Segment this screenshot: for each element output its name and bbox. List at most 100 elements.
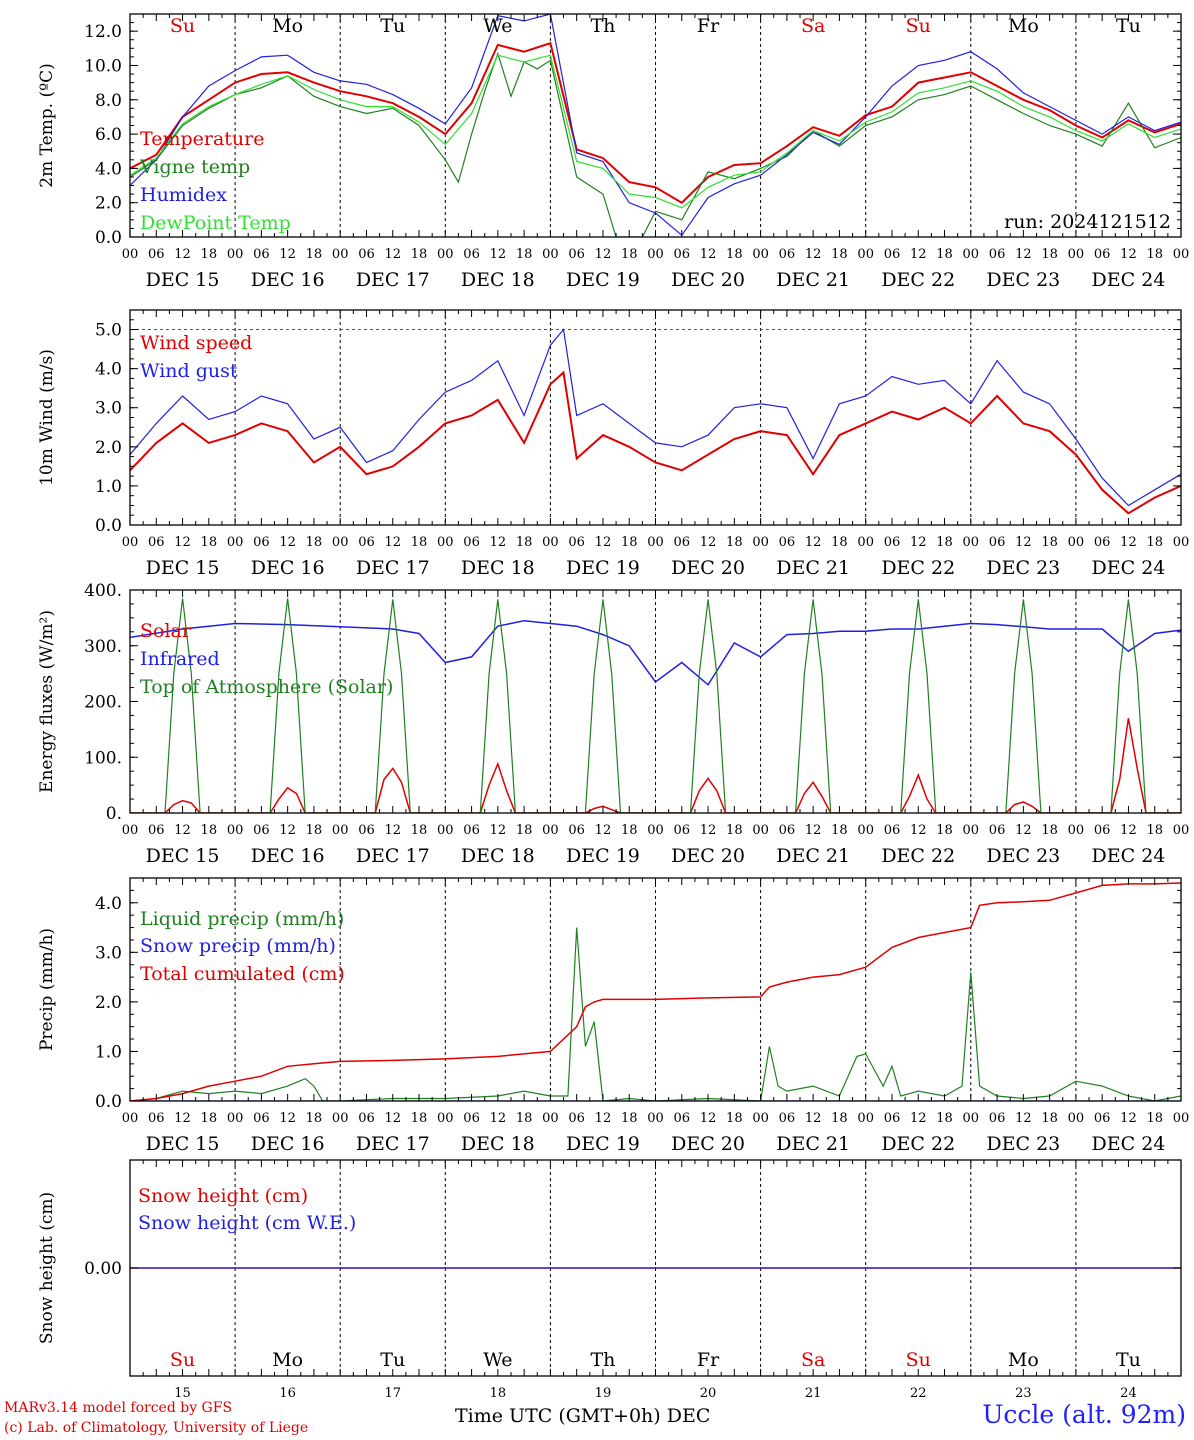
- weekday-label: Mo: [1008, 15, 1039, 37]
- day-number-label: 23: [1015, 1386, 1032, 1401]
- series-dewpoint-temp: [130, 54, 1181, 209]
- hour-label: 06: [568, 1111, 585, 1126]
- legend-entry: Wind gust: [140, 360, 238, 382]
- hour-label: 00: [122, 823, 139, 838]
- hour-label: 12: [1120, 1111, 1137, 1126]
- hour-label: 00: [437, 823, 454, 838]
- hour-label: 18: [306, 1111, 323, 1126]
- legend-entry: Temperature: [140, 128, 264, 150]
- y-tick-label: 2.0: [95, 194, 122, 214]
- hour-label: 06: [253, 1111, 270, 1126]
- hour-label: 18: [726, 535, 743, 550]
- date-label: DEC 24: [1092, 845, 1166, 867]
- y-tick-label: 1.0: [95, 477, 122, 497]
- y-tick-label: 100.: [84, 748, 122, 768]
- hour-label: 06: [568, 823, 585, 838]
- hour-label: 12: [805, 535, 822, 550]
- hour-label: 18: [411, 247, 428, 262]
- y-axis-label: 2m Temp. (ºC): [37, 63, 57, 188]
- date-label: DEC 24: [1092, 269, 1166, 291]
- series-wind-gust: [130, 328, 1181, 507]
- hour-label: 06: [779, 247, 796, 262]
- hour-label: 18: [831, 535, 848, 550]
- day-number-label: 19: [595, 1386, 612, 1401]
- hour-label: 12: [174, 535, 191, 550]
- hour-label: 00: [963, 823, 980, 838]
- hour-label: 12: [384, 1111, 401, 1126]
- hour-label: 00: [227, 1111, 244, 1126]
- hour-label: 00: [1173, 1111, 1190, 1126]
- hour-label: 00: [122, 1111, 139, 1126]
- y-tick-label: 0.0: [95, 228, 122, 248]
- y-tick-label: 4.0: [95, 894, 122, 914]
- credit-line-2: (c) Lab. of Climatology, University of L…: [4, 1420, 309, 1436]
- hour-label: 00: [437, 535, 454, 550]
- hour-label: 18: [936, 1111, 953, 1126]
- hour-label: 00: [542, 247, 559, 262]
- legend-entry: Wind speed: [140, 332, 252, 354]
- hour-label: 18: [1041, 823, 1058, 838]
- hour-label: 06: [1094, 823, 1111, 838]
- hour-label: 12: [490, 1111, 507, 1126]
- weekday-label: We: [483, 1349, 512, 1371]
- hour-label: 12: [490, 247, 507, 262]
- weekday-label: Mo: [272, 15, 303, 37]
- date-label: DEC 18: [461, 269, 535, 291]
- weekday-label: Th: [590, 15, 615, 37]
- hour-label: 12: [805, 1111, 822, 1126]
- day-number-label: 15: [174, 1386, 191, 1401]
- hour-label: 06: [253, 535, 270, 550]
- hour-label: 18: [1041, 535, 1058, 550]
- y-tick-label: 3.0: [95, 399, 122, 419]
- weekday-label: Mo: [272, 1349, 303, 1371]
- day-number-label: 22: [910, 1386, 927, 1401]
- hour-label: 12: [910, 823, 927, 838]
- hour-label: 18: [516, 823, 533, 838]
- hour-label: 12: [279, 535, 296, 550]
- legend-entry: Infrared: [140, 648, 220, 670]
- weekday-label: Fr: [697, 1349, 720, 1371]
- hour-label: 18: [201, 1111, 218, 1126]
- date-label: DEC 15: [146, 845, 220, 867]
- date-label: DEC 24: [1092, 557, 1166, 579]
- date-label: DEC 16: [251, 845, 325, 867]
- panel-snow: 0.00 Snow height (cm) Snow height (cm) Snow…: [37, 1159, 1182, 1401]
- hour-label: 12: [910, 1111, 927, 1126]
- hour-label: 00: [647, 247, 664, 262]
- date-label: DEC 20: [671, 269, 745, 291]
- hour-label: 12: [490, 535, 507, 550]
- y-axis-label: 10m Wind (m/s): [37, 349, 57, 486]
- date-label: DEC 22: [881, 845, 955, 867]
- hour-label: 12: [805, 823, 822, 838]
- hour-label: 12: [490, 823, 507, 838]
- hour-label: 06: [674, 535, 691, 550]
- date-label: DEC 22: [881, 557, 955, 579]
- date-label: DEC 20: [671, 557, 745, 579]
- y-tick-label: 2.0: [95, 438, 122, 458]
- hour-label: 06: [674, 247, 691, 262]
- hour-label: 06: [148, 535, 165, 550]
- date-label: DEC 21: [776, 1133, 850, 1155]
- hour-label: 00: [1173, 247, 1190, 262]
- weekday-label: Tu: [380, 1349, 405, 1371]
- hour-label: 06: [1094, 535, 1111, 550]
- hour-label: 06: [779, 823, 796, 838]
- hour-label: 00: [227, 535, 244, 550]
- hour-label: 06: [1094, 247, 1111, 262]
- y-tick-label: 8.0: [95, 91, 122, 111]
- weekday-label: We: [483, 15, 512, 37]
- weekday-label: Sa: [801, 15, 825, 37]
- hour-label: 18: [726, 823, 743, 838]
- hour-label: 00: [542, 1111, 559, 1126]
- hour-label: 18: [306, 535, 323, 550]
- series-wind-speed: [130, 370, 1181, 515]
- series-top-of-atmosphere-solar-: [130, 598, 1181, 813]
- hour-label: 12: [595, 535, 612, 550]
- hour-label: 00: [857, 1111, 874, 1126]
- date-label: DEC 19: [566, 269, 640, 291]
- legend-entry: DewPoint Temp: [140, 212, 291, 234]
- hour-label: 00: [963, 1111, 980, 1126]
- hour-label: 00: [647, 535, 664, 550]
- hour-label: 18: [201, 535, 218, 550]
- hour-label: 18: [621, 247, 638, 262]
